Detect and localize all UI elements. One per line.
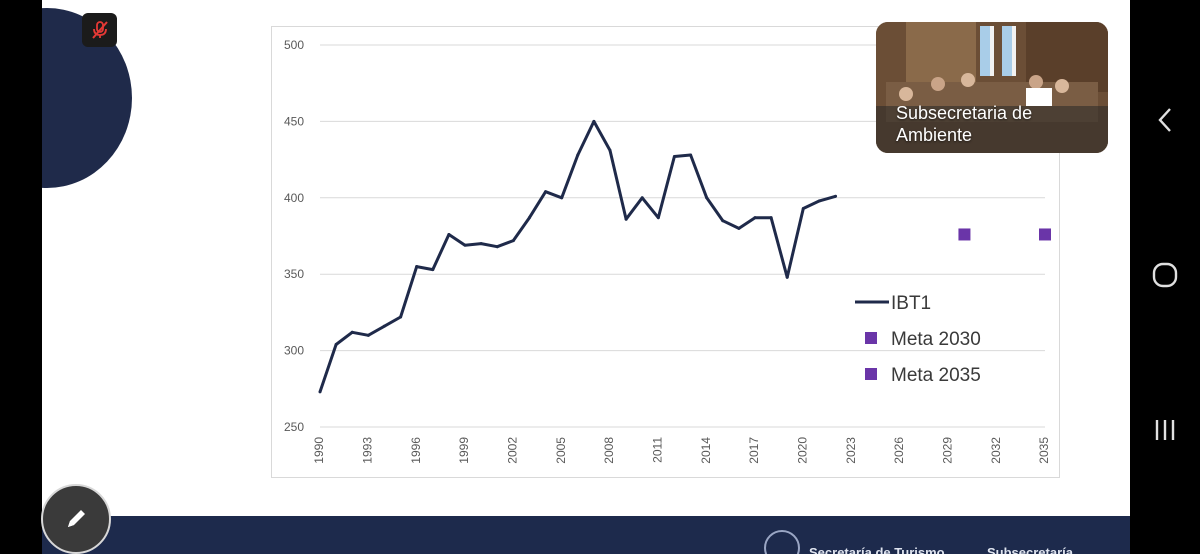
data-point [737, 226, 741, 230]
x-tick-label: 2023 [844, 437, 858, 464]
slide-footer-bar [42, 516, 1130, 554]
x-tick-label: 2032 [989, 437, 1003, 464]
data-point [560, 196, 564, 200]
mic-off-icon [91, 21, 108, 39]
data-point [431, 268, 435, 272]
back-button[interactable] [1130, 90, 1200, 150]
data-point [399, 315, 403, 319]
legend-marker-swatch [865, 332, 877, 344]
x-tick-label: 1999 [457, 437, 471, 464]
x-tick-label: 2029 [941, 437, 955, 464]
recents-button[interactable] [1130, 400, 1200, 460]
legend-label: Meta 2035 [891, 365, 981, 386]
secretaria-logo-icon [764, 530, 800, 554]
data-point [656, 216, 660, 220]
participant-video-tile[interactable]: Subsecretaria de Ambiente [876, 22, 1108, 153]
pencil-icon [68, 510, 85, 527]
data-point [640, 196, 644, 200]
data-point [801, 206, 805, 210]
meta-marker [958, 228, 971, 241]
x-tick-label: 2008 [602, 437, 616, 464]
x-tick-label: 2035 [1037, 437, 1051, 464]
back-chevron-icon [1158, 108, 1171, 132]
mute-button[interactable] [82, 13, 117, 47]
data-point [624, 217, 628, 221]
data-point [689, 153, 693, 157]
data-point [544, 190, 548, 194]
data-point [415, 265, 419, 269]
x-tick-label: 1993 [361, 437, 375, 464]
y-tick-label: 350 [284, 267, 304, 281]
data-point [511, 239, 515, 243]
home-circle-icon [1152, 262, 1178, 288]
data-point [608, 148, 612, 152]
x-tick-label: 1996 [409, 437, 423, 464]
x-tick-label: 2002 [506, 437, 520, 464]
y-tick-label: 400 [284, 191, 304, 205]
data-point [479, 242, 483, 246]
legend-label: IBT1 [891, 293, 931, 314]
x-tick-label: 1990 [312, 437, 326, 464]
y-tick-label: 250 [284, 420, 304, 434]
data-point [334, 342, 338, 346]
legend-marker-swatch [865, 368, 877, 380]
data-point [495, 245, 499, 249]
series-line-ibt1 [318, 119, 837, 393]
annotate-button[interactable] [41, 484, 111, 554]
participant-name: Subsecretaria de Ambiente [896, 103, 1033, 145]
y-tick-label: 300 [284, 344, 304, 358]
x-tick-label: 2005 [554, 437, 568, 464]
data-point [721, 219, 725, 223]
data-point [463, 243, 467, 247]
data-point [785, 275, 789, 279]
data-point [366, 333, 370, 337]
data-point [753, 216, 757, 220]
data-point [382, 324, 386, 328]
data-point [447, 232, 451, 236]
data-point [834, 194, 838, 198]
x-tick-label: 2017 [747, 437, 761, 464]
participant-video-feed [876, 22, 1108, 153]
meta-marker [1039, 228, 1051, 241]
data-point [817, 199, 821, 203]
footer-right-text: Subsecretaría [987, 545, 1073, 554]
data-point [672, 155, 676, 159]
data-point [527, 216, 531, 220]
android-nav-bar [1130, 0, 1200, 554]
y-tick-label: 450 [284, 114, 304, 128]
data-point [350, 330, 354, 334]
data-point [576, 153, 580, 157]
recents-icon [1155, 420, 1175, 440]
footer-left-text: Secretaría de Turismo [809, 545, 945, 554]
data-point [769, 216, 773, 220]
data-point [705, 196, 709, 200]
home-button[interactable] [1130, 245, 1200, 305]
x-tick-label: 2020 [796, 437, 810, 464]
data-point [592, 119, 596, 123]
x-tick-label: 2011 [651, 437, 665, 463]
x-tick-label: 2014 [699, 437, 713, 464]
legend-label: Meta 2030 [891, 329, 981, 350]
data-point [318, 390, 322, 394]
x-tick-label: 2026 [892, 437, 906, 464]
y-tick-label: 500 [284, 38, 304, 52]
